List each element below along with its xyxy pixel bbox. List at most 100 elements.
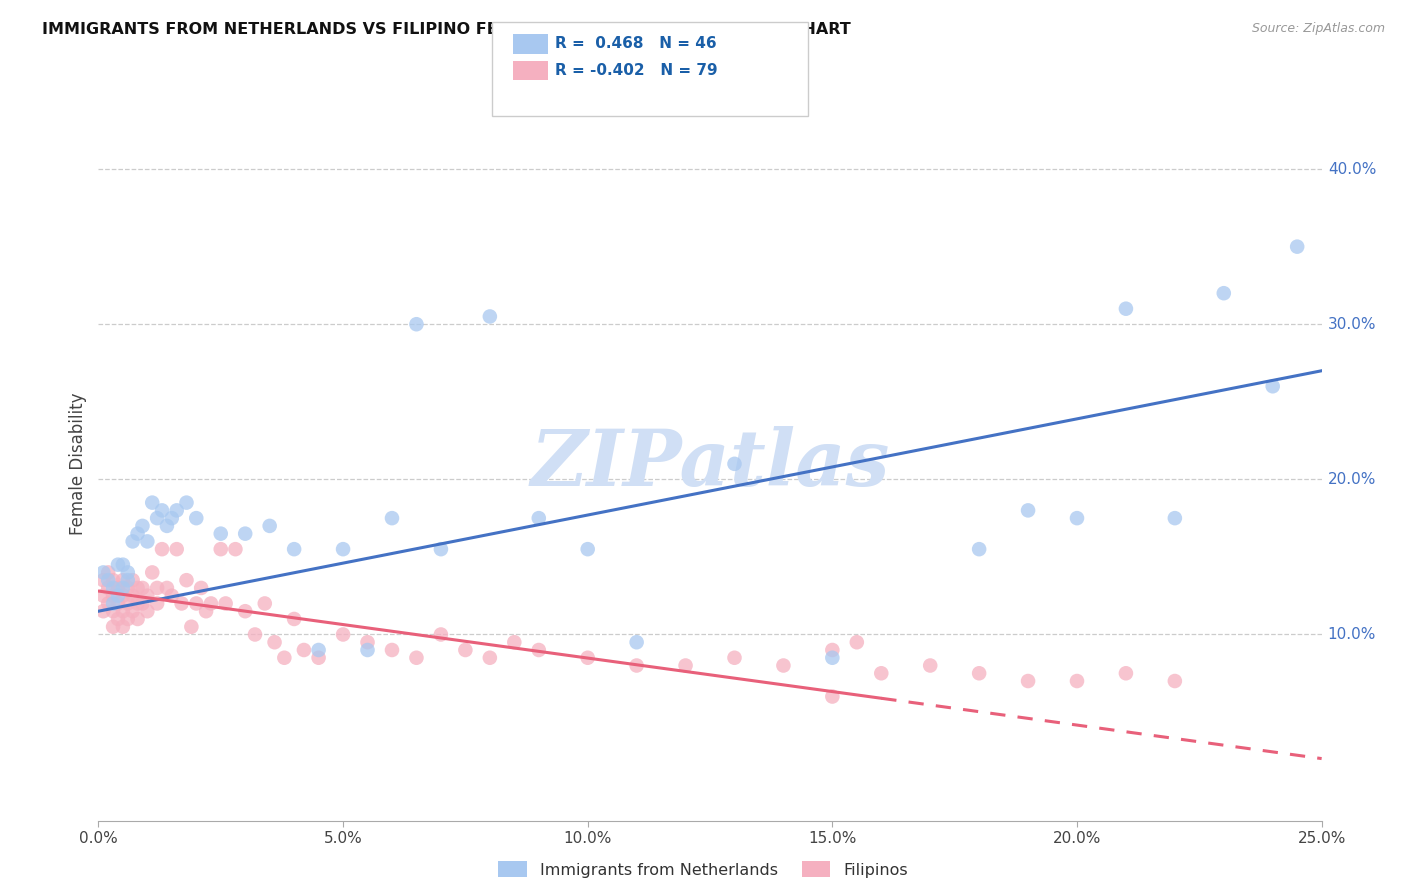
Point [253, 597, 276, 611]
Point [101, 573, 124, 587]
Point [117, 581, 139, 595]
Point [283, 542, 305, 557]
Point [160, 511, 183, 525]
Point [117, 566, 139, 580]
Point [1261, 379, 1284, 393]
Point [332, 627, 354, 641]
Point [107, 558, 129, 572]
Point [91, 604, 114, 618]
Point [176, 573, 198, 587]
Point [200, 597, 222, 611]
Point [117, 573, 139, 587]
Text: ZIPatlas: ZIPatlas [530, 425, 890, 502]
Point [626, 658, 648, 673]
Point [127, 581, 149, 595]
Text: IMMIGRANTS FROM NETHERLANDS VS FILIPINO FEMALE DISABILITY CORRELATION CHART: IMMIGRANTS FROM NETHERLANDS VS FILIPINO … [42, 22, 851, 37]
Point [209, 526, 232, 541]
Point [127, 612, 149, 626]
Point [121, 573, 143, 587]
Point [186, 511, 208, 525]
Point [170, 597, 193, 611]
Point [308, 650, 330, 665]
Point [332, 542, 354, 557]
Point [107, 597, 129, 611]
Point [117, 612, 139, 626]
Point [478, 650, 501, 665]
Point [381, 511, 404, 525]
Point [527, 511, 550, 525]
Point [870, 666, 893, 681]
Point [166, 503, 188, 517]
Point [723, 457, 745, 471]
Point [141, 495, 163, 509]
Point [101, 620, 124, 634]
Point [845, 635, 868, 649]
Point [243, 627, 266, 641]
Point [576, 542, 599, 557]
Text: R =  0.468   N = 46: R = 0.468 N = 46 [555, 37, 717, 51]
Point [356, 643, 378, 657]
Point [233, 604, 256, 618]
Point [772, 658, 794, 673]
Point [176, 495, 198, 509]
Point [576, 650, 599, 665]
Legend: Immigrants from Netherlands, Filipinos: Immigrants from Netherlands, Filipinos [492, 855, 914, 884]
Point [146, 581, 169, 595]
Point [107, 589, 129, 603]
Y-axis label: Female Disability: Female Disability [69, 392, 87, 535]
Point [430, 627, 453, 641]
Point [107, 612, 129, 626]
Text: 30.0%: 30.0% [1327, 317, 1376, 332]
Text: 20.0%: 20.0% [1327, 472, 1376, 487]
Point [91, 566, 114, 580]
Point [430, 542, 453, 557]
Point [675, 658, 697, 673]
Point [478, 310, 501, 324]
Point [821, 690, 844, 704]
Point [136, 604, 159, 618]
Text: 40.0%: 40.0% [1327, 161, 1376, 177]
Point [283, 612, 305, 626]
Point [127, 597, 149, 611]
Point [111, 558, 134, 572]
Point [454, 643, 477, 657]
Point [91, 573, 114, 587]
Point [136, 589, 159, 603]
Point [1017, 503, 1039, 517]
Point [111, 581, 134, 595]
Point [1017, 673, 1039, 688]
Point [821, 643, 844, 657]
Point [723, 650, 745, 665]
Point [967, 666, 990, 681]
Point [190, 581, 212, 595]
Point [121, 589, 143, 603]
Point [405, 317, 427, 331]
Point [121, 534, 143, 549]
Point [111, 589, 134, 603]
Point [131, 581, 153, 595]
Point [107, 581, 129, 595]
Point [920, 658, 942, 673]
Point [1066, 511, 1088, 525]
Point [97, 566, 120, 580]
Point [233, 526, 256, 541]
Point [503, 635, 526, 649]
Text: 10.0%: 10.0% [1327, 627, 1376, 642]
Point [356, 635, 378, 649]
Point [101, 589, 124, 603]
Point [273, 650, 295, 665]
Point [527, 643, 550, 657]
Point [97, 581, 120, 595]
Point [111, 604, 134, 618]
Point [156, 519, 179, 533]
Text: R = -0.402   N = 79: R = -0.402 N = 79 [555, 63, 718, 78]
Point [127, 526, 149, 541]
Point [209, 542, 232, 557]
Text: Source: ZipAtlas.com: Source: ZipAtlas.com [1251, 22, 1385, 36]
Point [821, 650, 844, 665]
Point [146, 597, 169, 611]
Point [1286, 240, 1309, 254]
Point [1115, 301, 1137, 316]
Point [1066, 673, 1088, 688]
Point [308, 643, 330, 657]
